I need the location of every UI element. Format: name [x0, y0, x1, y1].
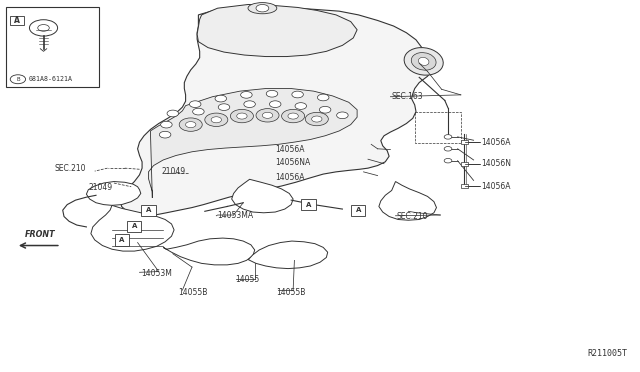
Circle shape: [266, 90, 278, 97]
Text: 14056N: 14056N: [481, 159, 511, 168]
Polygon shape: [86, 182, 141, 205]
Text: 21049: 21049: [88, 183, 113, 192]
Text: 14053M: 14053M: [141, 269, 172, 278]
Text: 14055: 14055: [236, 275, 260, 284]
Circle shape: [205, 113, 228, 126]
Bar: [461, 140, 468, 144]
Text: 14056NA: 14056NA: [275, 158, 310, 167]
Circle shape: [230, 109, 253, 123]
Circle shape: [256, 4, 269, 12]
Circle shape: [186, 122, 196, 128]
Text: B: B: [16, 77, 20, 82]
Polygon shape: [248, 241, 328, 269]
Circle shape: [244, 101, 255, 108]
Circle shape: [317, 94, 329, 101]
Circle shape: [241, 92, 252, 98]
Circle shape: [218, 104, 230, 110]
Circle shape: [305, 112, 328, 126]
Text: 14056A: 14056A: [275, 145, 305, 154]
Text: SEC.210: SEC.210: [54, 164, 86, 173]
Circle shape: [167, 110, 179, 117]
Circle shape: [312, 116, 322, 122]
Circle shape: [444, 135, 452, 139]
Text: 081A8-6121A: 081A8-6121A: [29, 76, 73, 82]
Circle shape: [319, 106, 331, 113]
Polygon shape: [379, 182, 436, 220]
Circle shape: [10, 75, 26, 84]
Text: 14055B: 14055B: [178, 288, 207, 296]
Text: FRONT: FRONT: [24, 230, 55, 239]
Polygon shape: [232, 179, 293, 213]
Bar: [461, 184, 468, 188]
Text: 14056A: 14056A: [481, 182, 511, 190]
Circle shape: [444, 158, 452, 163]
Text: 14053MA: 14053MA: [218, 211, 253, 220]
Circle shape: [292, 91, 303, 98]
Text: R211005T: R211005T: [588, 349, 627, 358]
Ellipse shape: [404, 48, 444, 75]
Polygon shape: [120, 6, 434, 217]
Bar: [301, 199, 316, 210]
Bar: [127, 221, 141, 232]
Circle shape: [337, 112, 348, 119]
Polygon shape: [163, 238, 255, 265]
Circle shape: [179, 118, 202, 131]
Ellipse shape: [419, 57, 429, 65]
Circle shape: [161, 121, 172, 128]
Circle shape: [189, 101, 201, 108]
Circle shape: [262, 112, 273, 118]
Circle shape: [269, 101, 281, 108]
Circle shape: [295, 103, 307, 109]
Bar: [351, 205, 365, 216]
Text: A: A: [146, 207, 151, 213]
Bar: [141, 205, 156, 216]
Bar: [461, 162, 468, 166]
Circle shape: [193, 108, 204, 115]
Polygon shape: [148, 89, 357, 198]
Text: 14055B: 14055B: [276, 288, 306, 296]
Circle shape: [215, 95, 227, 102]
Text: SEC.163: SEC.163: [392, 92, 423, 101]
Circle shape: [38, 25, 49, 31]
Bar: [6, 7, 99, 87]
Circle shape: [288, 113, 298, 119]
Text: 14056A: 14056A: [275, 173, 305, 182]
Ellipse shape: [412, 52, 436, 70]
Circle shape: [282, 109, 305, 123]
Text: A: A: [306, 202, 311, 208]
Text: A: A: [132, 223, 137, 229]
Circle shape: [29, 20, 58, 36]
Ellipse shape: [248, 3, 276, 14]
Bar: [10, 16, 24, 25]
Polygon shape: [91, 205, 174, 251]
Polygon shape: [197, 4, 357, 57]
Text: 21049: 21049: [161, 167, 186, 176]
Circle shape: [211, 117, 221, 123]
Text: A: A: [356, 207, 361, 213]
Circle shape: [444, 147, 452, 151]
Circle shape: [256, 109, 279, 122]
Circle shape: [159, 131, 171, 138]
Text: 14056A: 14056A: [481, 138, 511, 147]
Circle shape: [237, 113, 247, 119]
Text: A: A: [119, 237, 124, 243]
Bar: [115, 234, 129, 246]
Text: A: A: [13, 16, 20, 25]
Text: SEC.210: SEC.210: [397, 212, 428, 221]
